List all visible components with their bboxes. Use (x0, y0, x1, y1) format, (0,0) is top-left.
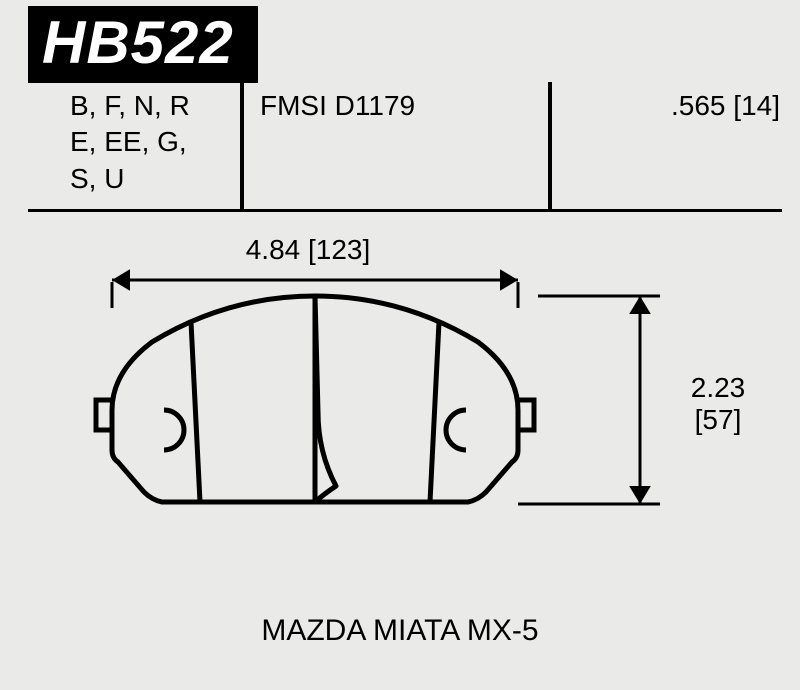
pad-diagram (0, 0, 800, 690)
application-label: MAZDA MIATA MX-5 (0, 614, 800, 648)
